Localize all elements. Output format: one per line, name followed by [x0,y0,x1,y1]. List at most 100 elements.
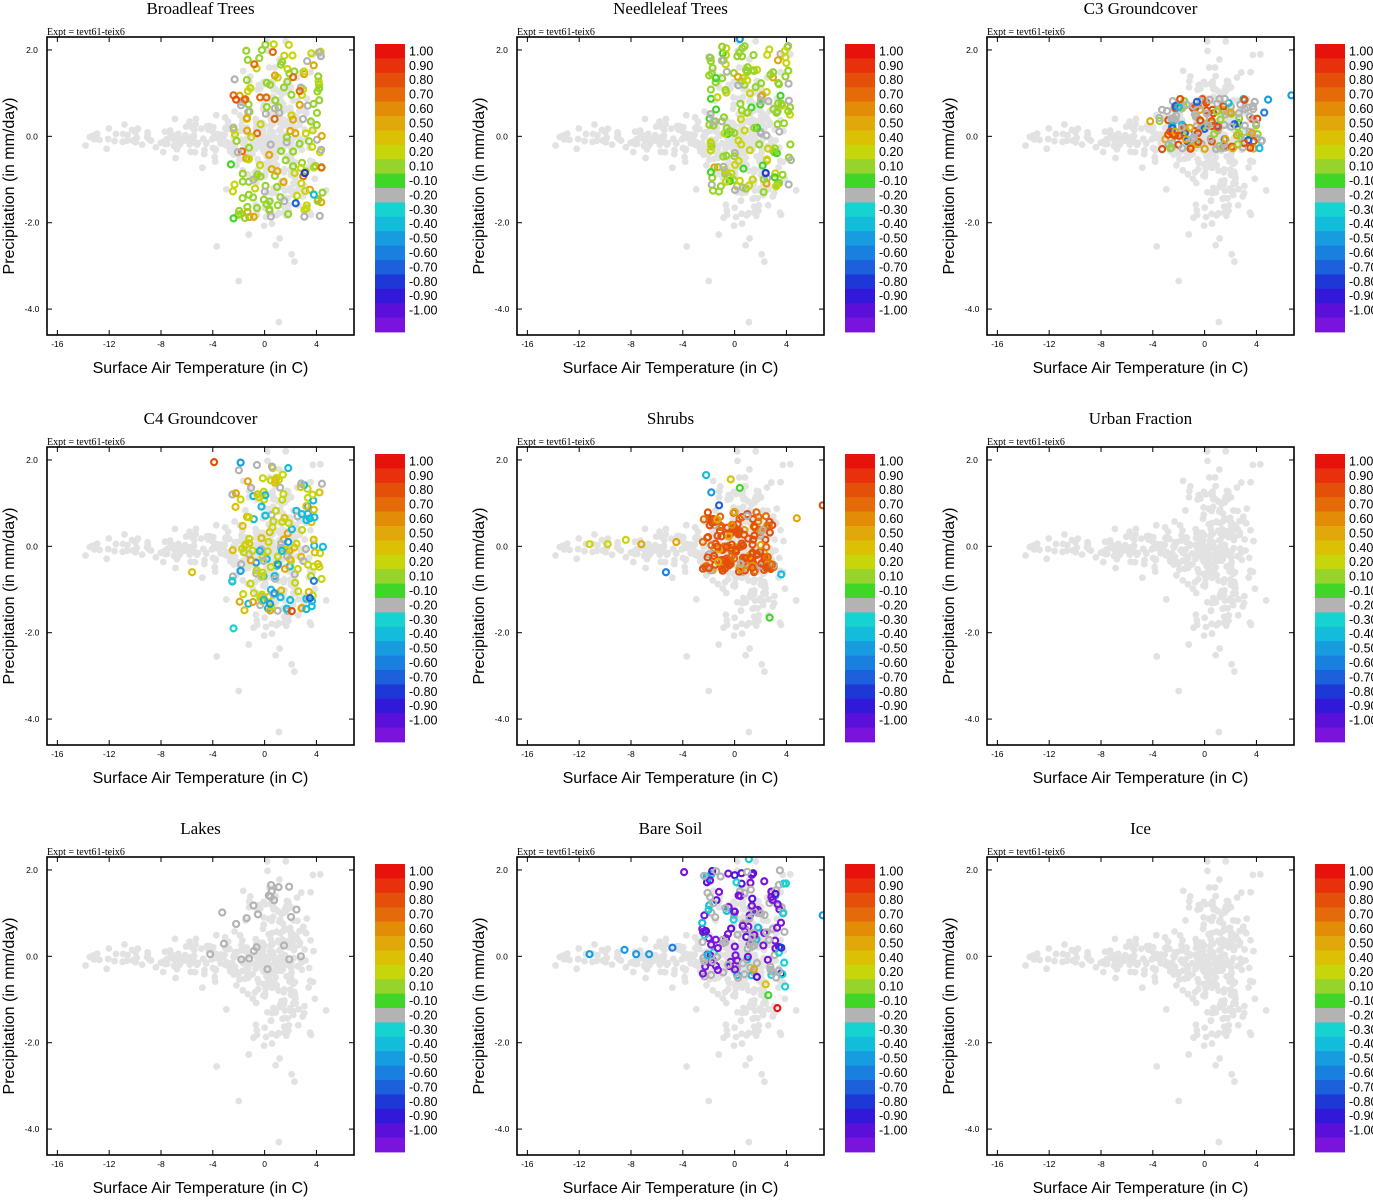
colorbar-segment [375,130,405,146]
x-tick-label: 4 [1254,339,1259,349]
background-point [1064,131,1071,139]
background-point [289,1007,297,1015]
background-point [1242,519,1250,527]
colorbar-label: 1.00 [1349,454,1373,468]
plot-frame [46,36,355,336]
background-point [294,962,301,970]
highlight-point [736,99,745,108]
background-point [1036,546,1043,554]
y-tick-label: -2.0 [25,218,40,228]
background-point [1205,64,1213,71]
highlight-point [766,962,775,971]
x-tick-label: -16 [51,1159,64,1169]
background-point [692,595,700,603]
highlight-point [772,108,781,117]
background-point [111,547,118,555]
background-point [1132,121,1140,128]
background-point [279,526,286,533]
highlight-point [748,894,757,903]
background-point [759,111,767,119]
background-point [269,940,277,948]
background-point [1192,541,1199,549]
colorbar-segment [845,202,875,218]
background-point [1212,651,1220,659]
colorbar-segment [375,655,405,671]
background-point [752,857,760,865]
background-point [1176,521,1184,529]
background-point [1216,593,1223,601]
background-point [691,934,699,941]
highlight-point [708,63,717,73]
background-point [748,500,756,508]
highlight-point [294,587,303,596]
colorbar-label: -0.40 [879,627,908,641]
colorbar-segment [845,288,875,304]
background-point [1174,558,1182,566]
colorbar-segment [845,655,875,671]
background-point [1111,525,1119,533]
colorbar: 1.000.900.800.700.600.500.400.200.10-0.1… [1315,44,1373,333]
background-point [290,180,298,188]
highlight-point [766,965,775,975]
colorbar-label: -0.60 [1349,656,1373,670]
background-point [779,158,787,166]
background-point [245,231,253,238]
background-point [1084,538,1091,546]
background-point [186,528,193,536]
colorbar-label: 0.60 [409,922,433,936]
highlight-point [238,521,247,531]
background-point [1116,550,1124,558]
colorbar-segment [375,1137,405,1153]
background-point [121,531,128,538]
background-point [217,959,225,967]
colorbar-segment [845,583,875,599]
highlight-point [309,190,318,199]
background-point [234,968,242,976]
background-point [689,544,697,551]
points [82,447,330,736]
highlight-point [724,869,733,878]
background-point [732,1033,740,1041]
colorbar-label: -0.30 [409,203,438,217]
background-point [306,1029,314,1037]
colorbar: 1.000.900.800.700.600.500.400.200.10-0.1… [845,44,908,333]
highlight-point [242,126,252,135]
background-point [1131,148,1139,156]
highlight-point [318,188,327,197]
background-point [786,460,794,468]
x-tick-label: 0 [262,749,267,759]
background-point [192,525,200,533]
highlight-point [754,923,763,932]
highlight-point [309,99,318,109]
background-point [1051,547,1058,555]
highlight-point [745,89,755,98]
background-point [1233,74,1241,81]
colorbar-segment [375,497,405,512]
background-point [752,447,760,455]
background-point [679,554,687,562]
background-point [1116,140,1124,148]
background-point [262,623,270,631]
background-point [288,250,296,258]
background-point [745,1138,753,1146]
background-point [662,935,670,943]
background-point [1220,532,1228,540]
highlight-point [756,100,765,109]
highlight-point [761,168,770,178]
highlight-point [1221,135,1230,144]
highlight-point [287,525,296,534]
background-point [172,136,179,144]
background-point [235,277,243,285]
highlight-point [1171,127,1180,136]
colorbar-label: -0.70 [409,670,438,684]
highlight-point [735,483,744,493]
highlight-point [287,607,296,616]
background-point [301,536,309,543]
background-point [264,867,271,875]
background-point [742,1061,750,1069]
background-point [1179,477,1187,485]
background-point [747,133,754,140]
background-point [698,139,706,147]
background-point [279,1015,287,1023]
